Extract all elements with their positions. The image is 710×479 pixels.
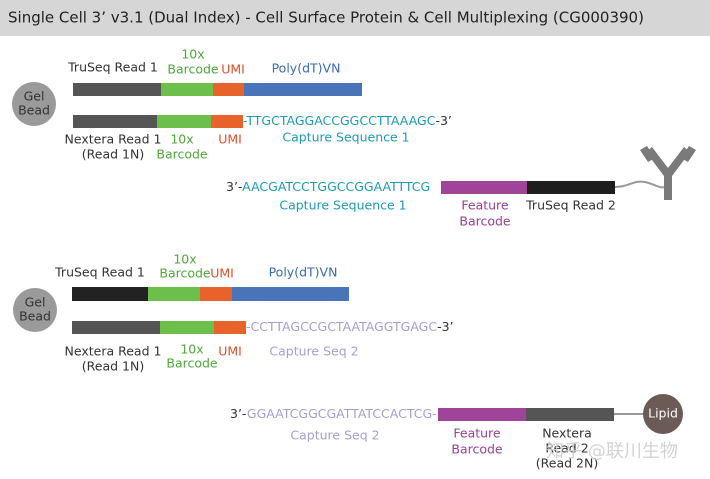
bead-label: Gel: [25, 295, 46, 310]
segment: [441, 181, 527, 194]
label: (Read 2N): [536, 456, 598, 471]
segment: [73, 83, 161, 96]
bead-label: Bead: [19, 309, 51, 324]
title-bar: [0, 0, 710, 36]
label: Capture Sequence 1: [282, 130, 409, 145]
sequence: 3’-AACGATCCTGGCCGGAATTTCG: [226, 179, 430, 194]
sequence: -TTGCTAGGACCGGCCTTAAAGC: [243, 113, 436, 128]
sequence: -CCTTAGCCGCTAATAGGTGAGC-3’: [246, 319, 454, 334]
title: Single Cell 3’ v3.1 (Dual Index) - Cell …: [8, 9, 644, 27]
label: UMI: [218, 344, 242, 359]
segment: [211, 115, 243, 128]
segment: [527, 181, 615, 194]
sequence: -TTGCTAGGACCGGCCTTAAAGC-3’: [243, 113, 452, 128]
segment: [160, 321, 214, 334]
segment: [214, 321, 246, 334]
segment: [438, 408, 526, 421]
segment: [244, 83, 362, 96]
segment: [161, 83, 213, 96]
gel-bead: [12, 82, 56, 126]
segment: [213, 83, 244, 96]
label: TruSeq Read 1: [54, 265, 145, 280]
lipid-label: Lipid: [648, 406, 678, 421]
label: Barcode: [156, 147, 208, 162]
label: Capture Seq 2: [269, 344, 358, 359]
watermark: 知乎 @联川生物: [546, 441, 678, 462]
segment: [200, 287, 232, 301]
segment: [232, 287, 349, 301]
end: -3’: [437, 319, 453, 334]
label: Barcode: [159, 266, 211, 281]
bead-label: Bead: [18, 103, 50, 118]
sequence: -CCTTAGCCGCTAATAGGTGAGC: [246, 319, 437, 334]
sequence: 3’-GGAATCGGCGATTATCCACTCG-: [230, 406, 437, 421]
label: Feature: [453, 426, 501, 441]
label: Poly(dT)VN: [272, 61, 341, 76]
label: (Read 1N): [82, 359, 144, 374]
antibody: [640, 146, 696, 200]
label: Read 2: [545, 441, 588, 456]
label: Barcode: [166, 356, 218, 371]
label: Nextera Read 1: [65, 344, 162, 359]
label: UMI: [218, 132, 242, 147]
label: Capture Sequence 1: [279, 198, 406, 213]
label: Barcode: [167, 62, 219, 77]
label: 10x: [181, 47, 204, 62]
segment: [72, 321, 160, 334]
linker: [614, 180, 669, 189]
gel-bead: [13, 288, 57, 332]
segment: [157, 115, 211, 128]
segment: [72, 287, 148, 301]
label: UMI: [210, 266, 234, 281]
label: Barcode: [459, 214, 511, 229]
label: TruSeq Read 1: [67, 60, 158, 75]
label: Capture Seq 2: [290, 428, 379, 443]
label: Nextera: [542, 426, 592, 441]
segment: [526, 408, 614, 421]
end: -3’: [435, 113, 451, 128]
segment: [73, 115, 157, 128]
label: Nextera Read 1: [65, 132, 162, 147]
lipid: [643, 394, 683, 434]
label: (Read 1N): [82, 147, 144, 162]
bead-label: Gel: [24, 89, 45, 104]
start: 3’-: [226, 179, 242, 194]
label: UMI: [221, 62, 245, 77]
label: Poly(dT)VN: [269, 265, 338, 280]
label: TruSeq Read 2: [525, 198, 616, 213]
sequence: AACGATCCTGGCCGGAATTTCG: [242, 179, 430, 194]
label: 10x: [170, 132, 193, 147]
start: 3’-: [230, 406, 247, 421]
sequence: GGAATCGGCGATTATCCACTCG-: [247, 406, 437, 421]
label: Feature: [461, 198, 509, 213]
label: Barcode: [451, 442, 503, 457]
label: 10x: [180, 342, 203, 357]
label: 10x: [173, 252, 196, 267]
segment: [148, 287, 200, 301]
